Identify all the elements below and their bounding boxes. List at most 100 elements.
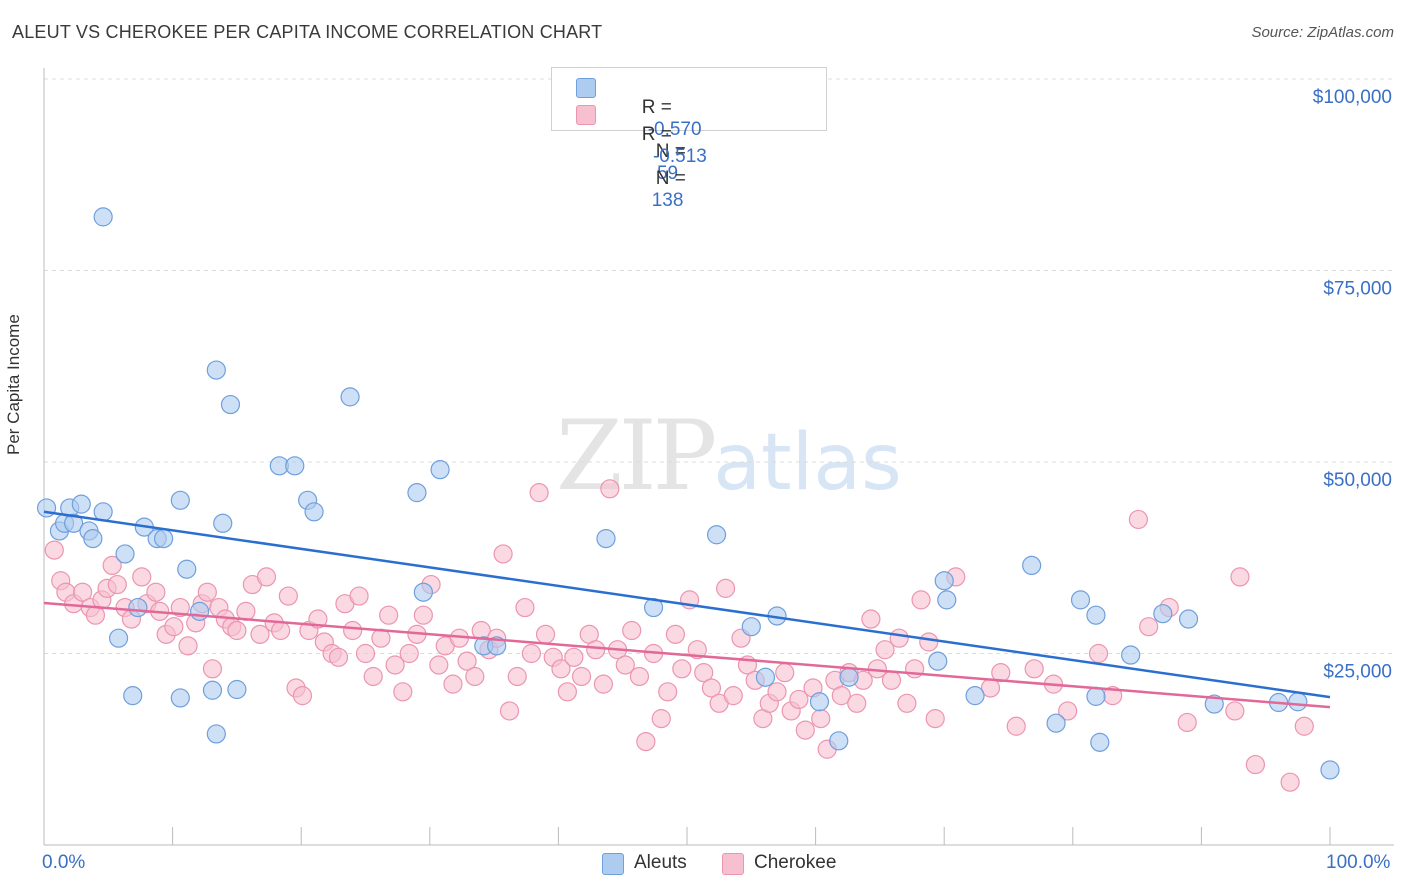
cherokee-point	[102, 555, 122, 576]
cherokee-point	[881, 670, 902, 690]
cherokee-point	[1225, 701, 1245, 721]
cherokee-point	[672, 659, 692, 679]
cherokee-point	[551, 659, 571, 679]
n-label: N =	[655, 168, 686, 189]
aleuts-point	[190, 601, 210, 621]
cherokee-point	[132, 567, 152, 587]
cherokee-point	[379, 605, 399, 625]
cherokee-point	[385, 655, 405, 675]
cherokee-point	[227, 620, 247, 641]
cherokee-point	[889, 628, 909, 648]
cherokee-point	[1294, 716, 1314, 736]
aleuts-point	[304, 502, 324, 522]
legend-label-aleuts: Aleuts	[634, 852, 687, 873]
cherokee-point	[767, 682, 787, 702]
r-value: -0.513	[647, 146, 707, 167]
cherokee-point	[861, 609, 881, 629]
cherokee-point	[413, 605, 433, 625]
aleuts-point	[430, 460, 450, 480]
stats-row-aleuts: R = -0.570 N = 59	[576, 75, 702, 184]
cherokee-point	[723, 686, 743, 706]
cherokee-point	[1139, 617, 1159, 637]
aleuts-point	[1046, 713, 1066, 733]
cherokee-point	[202, 659, 223, 679]
cherokee-point	[795, 720, 815, 740]
cherokee-point	[292, 686, 313, 706]
watermark-zip: ZIP	[556, 400, 717, 512]
cherokee-point	[443, 674, 463, 694]
source-credit: Source: ZipAtlas.com	[1251, 24, 1394, 41]
aleuts-point	[285, 456, 305, 476]
n-label: N =	[655, 141, 686, 162]
cherokee-point	[715, 578, 736, 598]
aleuts-point	[1086, 605, 1106, 625]
cherokee-point	[897, 693, 917, 713]
aleuts-point	[123, 686, 143, 706]
cherokee-point	[775, 663, 795, 683]
aleuts-point	[128, 597, 148, 618]
cherokee-point	[847, 693, 867, 713]
cherokee-point	[521, 643, 541, 664]
aleuts-point	[170, 688, 190, 708]
aleuts-point	[340, 387, 360, 407]
cherokee-point	[1280, 772, 1300, 792]
cherokee-point	[355, 643, 376, 664]
stats-row-cherokee: R = -0.513 N = 138	[576, 102, 707, 211]
cherokee-point	[925, 709, 945, 729]
cherokee-point	[343, 620, 363, 641]
aleuts-point	[487, 636, 507, 656]
cherokee-point	[629, 666, 650, 687]
cherokee-point	[911, 590, 931, 610]
cherokee-point	[831, 686, 851, 706]
aleuts-point	[177, 559, 197, 579]
aleuts-point	[809, 692, 830, 712]
cherokee-point	[564, 647, 584, 667]
aleuts-point	[1153, 604, 1173, 624]
cherokee-point	[197, 582, 217, 602]
cherokee-point	[72, 582, 93, 602]
cherokee-point	[349, 586, 369, 606]
aleuts-point	[71, 494, 91, 514]
aleuts-point	[220, 394, 241, 415]
cherokee-point	[250, 624, 270, 644]
r-value: -0.570	[647, 119, 702, 140]
aleuts-legend-swatch	[602, 853, 624, 875]
cherokee-point	[651, 709, 671, 729]
cherokee-point	[1230, 567, 1250, 587]
cherokee-point	[1088, 643, 1109, 664]
aleuts-point	[206, 360, 226, 380]
x-tick-label-max: 100.0%	[1326, 852, 1391, 873]
aleuts-swatch	[576, 78, 596, 98]
cherokee-point	[687, 640, 707, 660]
cherokee-point	[399, 643, 419, 664]
r-label: R =	[641, 124, 672, 145]
watermark-atlas: atlas	[713, 418, 902, 508]
aleuts-point	[741, 617, 761, 637]
x-tick-label-min: 0.0%	[42, 852, 86, 873]
aleuts-point	[1204, 694, 1224, 714]
cherokee-swatch	[576, 105, 596, 125]
cherokee-point	[146, 582, 166, 602]
r-label: R =	[641, 97, 672, 118]
cherokee-point	[919, 632, 939, 652]
aleuts-point	[1086, 686, 1106, 706]
aleuts-point	[839, 667, 859, 687]
cherokee-point	[170, 597, 190, 618]
chart-title: ALEUT VS CHEROKEE PER CAPITA INCOME CORR…	[12, 22, 603, 42]
aleuts-point	[1022, 555, 1042, 576]
cherokee-point	[363, 666, 383, 687]
cherokee-point	[164, 617, 184, 637]
cherokee-legend-swatch	[722, 853, 744, 875]
cherokee-point	[535, 624, 556, 644]
cherokee-point	[571, 666, 592, 687]
aleuts-point	[1070, 590, 1091, 610]
cherokee-point	[658, 682, 678, 702]
cherokee-point	[586, 640, 606, 660]
aleuts-point	[115, 544, 135, 564]
aleuts-point	[227, 679, 247, 700]
aleuts-point	[213, 513, 233, 533]
watermark: ZIPatlas	[556, 400, 902, 512]
n-value: 138	[651, 190, 684, 211]
aleuts-point	[108, 628, 129, 648]
cherokee-point	[1006, 716, 1026, 736]
